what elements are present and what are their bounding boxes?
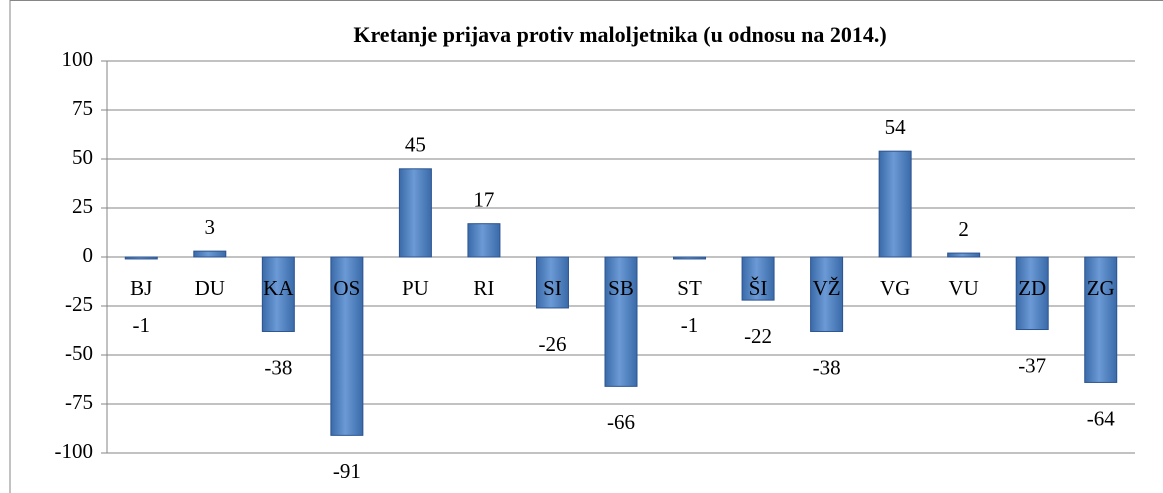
y-tick-label: -75	[65, 390, 93, 414]
bar	[947, 252, 981, 258]
bar	[261, 256, 295, 332]
bar	[193, 250, 227, 258]
bar	[1015, 256, 1049, 331]
x-tick-label: SB	[608, 276, 634, 300]
x-tick-label: KA	[263, 276, 294, 300]
data-label: -26	[538, 332, 566, 356]
data-label: 54	[885, 115, 907, 139]
bar	[535, 256, 569, 309]
bar	[604, 256, 638, 387]
y-tick-label: -100	[55, 439, 94, 463]
x-tick-label: ZD	[1018, 276, 1046, 300]
y-tick-label: 50	[72, 145, 93, 169]
x-tick-label: VU	[948, 276, 978, 300]
x-tick-label: VŽ	[813, 276, 841, 300]
x-tick-label: ST	[677, 276, 702, 300]
bar	[741, 256, 775, 301]
x-tick-label: OS	[333, 276, 360, 300]
x-tick-label: ŠI	[749, 276, 768, 300]
x-tick-label: VG	[880, 276, 910, 300]
y-tick-label: -50	[65, 341, 93, 365]
data-label: -22	[744, 324, 772, 348]
y-tick-label: 25	[72, 194, 93, 218]
data-label: -64	[1087, 406, 1115, 430]
y-tick-label: 100	[62, 47, 94, 71]
data-label: -38	[264, 355, 292, 379]
data-label: -1	[133, 313, 151, 337]
bar	[398, 168, 432, 258]
x-tick-label: DU	[195, 276, 225, 300]
data-label: 45	[405, 133, 426, 157]
bar	[673, 256, 707, 260]
x-tick-label: ZG	[1087, 276, 1115, 300]
bar	[878, 150, 912, 258]
x-tick-label: PU	[402, 276, 429, 300]
data-label: -1	[681, 313, 699, 337]
data-label: -91	[333, 459, 361, 483]
x-tick-label: RI	[473, 276, 494, 300]
data-label: 2	[958, 217, 969, 241]
y-tick-label: -25	[65, 292, 93, 316]
x-tick-label: SI	[543, 276, 562, 300]
data-label: 17	[473, 187, 494, 211]
bar	[467, 223, 501, 258]
y-tick-label: 0	[83, 243, 94, 267]
y-tick-label: 75	[72, 96, 93, 120]
x-tick-label: BJ	[130, 276, 152, 300]
data-label: -38	[813, 355, 841, 379]
bar	[1084, 256, 1118, 383]
data-label: -37	[1018, 353, 1046, 377]
bar	[124, 256, 158, 260]
bar	[810, 256, 844, 332]
data-label: 3	[205, 215, 216, 239]
data-label: -66	[607, 410, 635, 434]
chart-title: Kretanje prijava protiv maloljetnika (u …	[353, 22, 886, 47]
bar	[330, 256, 364, 436]
